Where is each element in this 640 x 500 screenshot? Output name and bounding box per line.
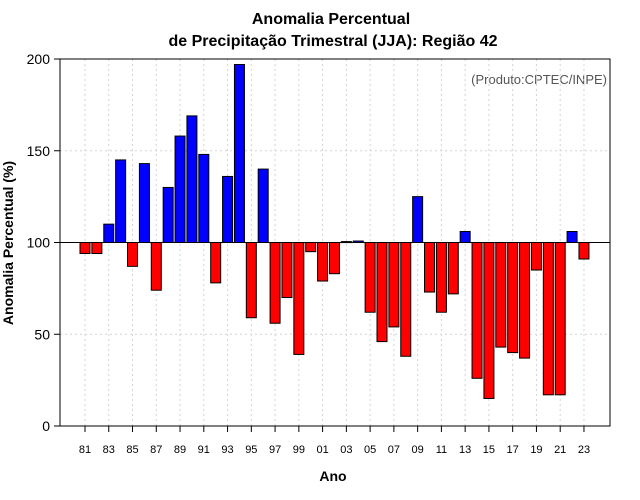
x-tick-label: 01 — [316, 444, 328, 456]
y-axis-label: Anomalia Percentual (%) — [0, 161, 16, 325]
chart-title-line2: de Precipitação Trimestral (JJA): Região… — [168, 33, 497, 50]
axes-layer: 0 50 100 150 200 81 83 85 87 89 91 93 95 97 99 01 03 05 07… — [27, 51, 611, 456]
bar-08 — [400, 242, 412, 357]
chart-title-line1: Anomalia Percentual — [252, 11, 410, 28]
bar-96 — [257, 168, 269, 244]
x-tick-label: 05 — [364, 444, 376, 456]
y-tick-label: 200 — [27, 51, 51, 67]
x-tick-label: 97 — [269, 444, 281, 456]
x-tick-label: 09 — [412, 444, 424, 456]
x-tick-label: 07 — [388, 444, 400, 456]
bar-19 — [530, 242, 542, 271]
bar-88 — [162, 186, 174, 243]
x-tick-label: 91 — [198, 444, 210, 456]
bar-07 — [388, 242, 400, 328]
bars-layer — [79, 64, 590, 399]
y-tick-label: 0 — [42, 418, 50, 434]
bar-05 — [364, 242, 376, 313]
bar-13 — [459, 230, 471, 244]
bar-93 — [222, 175, 234, 243]
x-tick-label: 19 — [530, 444, 542, 456]
bar-81 — [79, 242, 91, 255]
bar-84 — [115, 159, 127, 243]
bar-89 — [174, 135, 186, 244]
x-tick-label: 13 — [459, 444, 471, 456]
bar-12 — [447, 242, 459, 295]
bar-92 — [210, 242, 222, 284]
x-tick-label: 83 — [103, 444, 115, 456]
bar-01 — [317, 242, 329, 282]
bar-09 — [412, 196, 424, 243]
bar-00 — [305, 242, 317, 253]
bar-17 — [507, 242, 519, 354]
bar-10 — [424, 242, 436, 293]
x-tick-label: 11 — [436, 444, 447, 456]
bar-91 — [198, 153, 210, 243]
x-tick-label: 23 — [578, 444, 590, 456]
bar-98 — [281, 242, 293, 299]
x-tick-label: 81 — [79, 444, 91, 456]
x-tick-label: 93 — [221, 444, 233, 456]
bar-22 — [566, 230, 578, 244]
x-axis-label: Ano — [319, 468, 346, 484]
bar-18 — [519, 242, 531, 359]
bar-06 — [376, 242, 388, 343]
bar-11 — [435, 242, 447, 313]
y-tick-label: 50 — [34, 326, 50, 342]
x-tick-label: 15 — [483, 444, 495, 456]
bar-99 — [293, 242, 305, 355]
bar-23 — [578, 242, 590, 260]
source-note: (Produto:CPTEC/INPE) — [471, 72, 607, 87]
x-tick-label: 17 — [507, 444, 519, 456]
bar-87 — [150, 242, 162, 291]
bar-15 — [483, 242, 495, 399]
y-tick-label: 150 — [27, 143, 51, 159]
x-tick-label: 87 — [150, 444, 162, 456]
bar-16 — [495, 242, 507, 348]
x-tick-label: 03 — [340, 444, 352, 456]
bar-02 — [328, 242, 340, 275]
bar-95 — [245, 242, 257, 319]
bar-94 — [233, 64, 245, 243]
bar-82 — [91, 242, 103, 255]
bar-21 — [554, 242, 566, 396]
bar-14 — [471, 242, 483, 379]
bar-20 — [542, 242, 554, 396]
bar-90 — [186, 115, 198, 243]
bar-83 — [103, 223, 115, 243]
x-tick-label: 99 — [293, 444, 305, 456]
bar-86 — [138, 163, 150, 243]
y-tick-label: 100 — [27, 235, 51, 251]
x-tick-label: 85 — [126, 444, 138, 456]
x-tick-label: 21 — [554, 444, 566, 456]
x-tick-label: 95 — [245, 444, 257, 456]
bar-85 — [127, 242, 139, 267]
x-tick-label: 89 — [174, 444, 186, 456]
bar-97 — [269, 242, 281, 324]
